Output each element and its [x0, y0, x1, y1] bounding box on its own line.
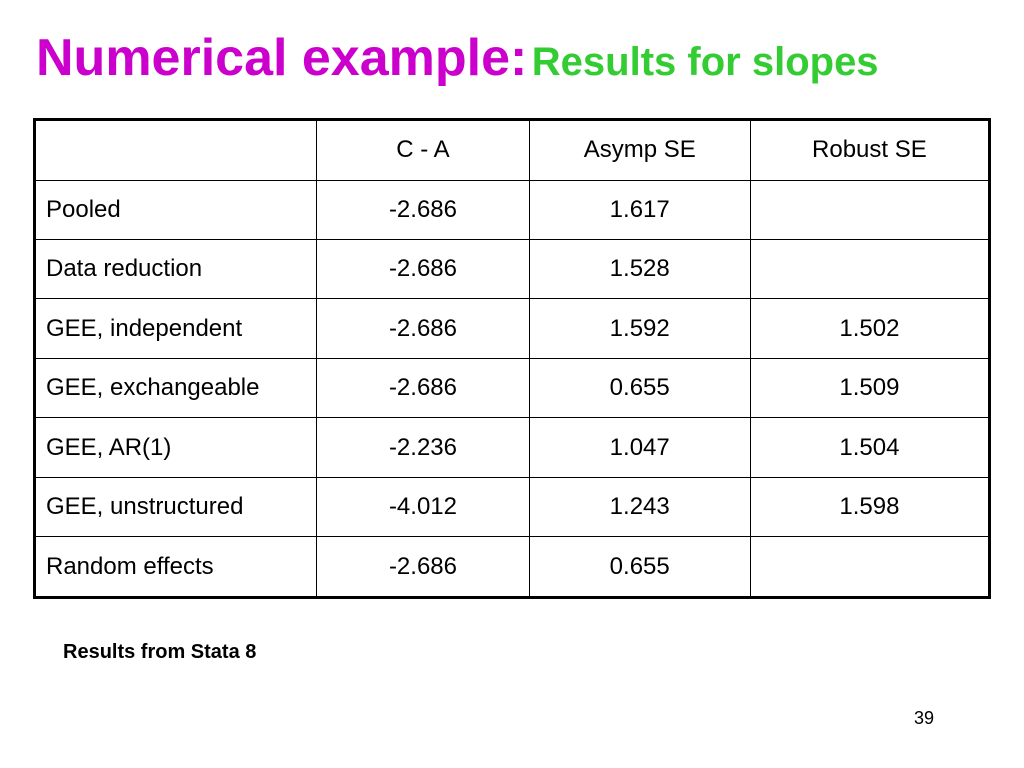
table-cell: 1.047 [528, 417, 751, 478]
table-cell: 1.592 [528, 298, 751, 359]
table-cell: -2.236 [316, 417, 530, 478]
column-header: Asymp SE [528, 119, 751, 181]
footnote: Results from Stata 8 [63, 641, 257, 663]
row-label: GEE, independent [33, 298, 318, 359]
row-label: GEE, unstructured [33, 476, 318, 538]
slide-title-sub: Results for slopes [531, 40, 879, 84]
slide-title: Numerical example: Results for slopes [36, 28, 879, 88]
table-cell: 0.655 [528, 536, 751, 598]
row-label: GEE, AR(1) [33, 417, 318, 478]
table-cell: 1.528 [528, 238, 751, 300]
table-cell: 1.509 [749, 357, 991, 419]
table-cell [749, 238, 991, 300]
table-cell: -4.012 [316, 476, 530, 538]
table-cell: 1.617 [528, 179, 751, 240]
column-header [33, 119, 318, 181]
table-cell: -2.686 [316, 238, 530, 300]
row-label: Data reduction [33, 238, 318, 300]
table-cell [749, 179, 991, 240]
table-cell: 1.243 [528, 476, 751, 538]
row-label: Pooled [33, 179, 318, 240]
table-cell: 1.598 [749, 476, 991, 538]
column-header: Robust SE [749, 119, 991, 181]
table-cell [749, 536, 991, 598]
table-row: GEE, exchangeable -2.686 0.655 1.509 [33, 357, 991, 419]
slide-title-main: Numerical example: [36, 29, 528, 87]
row-label: GEE, exchangeable [33, 357, 318, 419]
column-header: C - A [316, 119, 530, 181]
table-cell: -2.686 [316, 536, 530, 598]
table-row: Pooled -2.686 1.617 [33, 179, 991, 240]
table-row: GEE, unstructured -4.012 1.243 1.598 [33, 476, 991, 538]
table-cell: -2.686 [316, 179, 530, 240]
results-table: C - A Asymp SE Robust SE Pooled -2.686 1.617 D… [33, 118, 991, 599]
table-row: GEE, independent -2.686 1.592 1.502 [33, 298, 991, 359]
table-cell: 1.504 [749, 417, 991, 478]
page-number: 39 [914, 708, 935, 728]
row-label: Random effects [33, 536, 318, 598]
table-cell: 1.502 [749, 298, 991, 359]
header-row: C - A Asymp SE Robust SE [33, 119, 991, 181]
table-row: Random effects -2.686 0.655 [33, 536, 991, 598]
table-cell: -2.686 [316, 357, 530, 419]
table-row: GEE, AR(1) -2.236 1.047 1.504 [33, 417, 991, 478]
table-cell: 0.655 [528, 357, 751, 419]
table-row: Data reduction -2.686 1.528 [33, 238, 991, 300]
table-cell: -2.686 [316, 298, 530, 359]
